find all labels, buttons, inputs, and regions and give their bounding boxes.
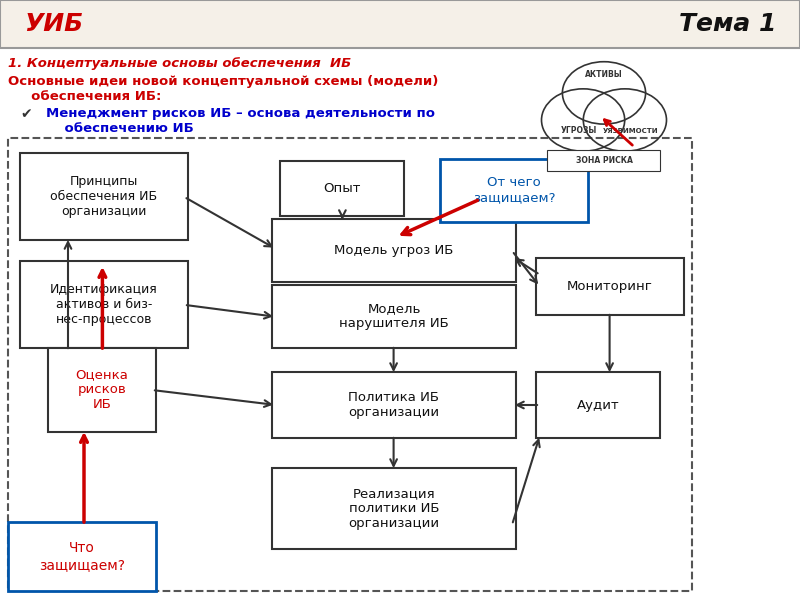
Text: Менеджмент рисков ИБ – основа деятельности по
    обеспечению ИБ: Менеджмент рисков ИБ – основа деятельнос… <box>46 107 435 135</box>
Text: Идентификация
активов и биз-
нес-процессов: Идентификация активов и биз- нес-процесс… <box>50 283 158 326</box>
Text: Аудит: Аудит <box>577 398 619 412</box>
FancyBboxPatch shape <box>536 372 660 438</box>
FancyBboxPatch shape <box>547 150 660 170</box>
Text: ✔: ✔ <box>20 107 32 121</box>
Text: Политика ИБ
организации: Политика ИБ организации <box>349 391 439 419</box>
Text: Тема 1: Тема 1 <box>678 12 776 36</box>
FancyBboxPatch shape <box>272 219 516 282</box>
Text: 1. Концептуальные основы обеспечения  ИБ: 1. Концептуальные основы обеспечения ИБ <box>8 57 351 70</box>
Text: Основные идеи новой концептуальной схемы (модели)
     обеспечения ИБ:: Основные идеи новой концептуальной схемы… <box>8 75 438 103</box>
Text: Оценка
рисков
ИБ: Оценка рисков ИБ <box>75 368 129 412</box>
FancyBboxPatch shape <box>272 372 516 438</box>
FancyBboxPatch shape <box>272 285 516 348</box>
FancyBboxPatch shape <box>536 258 684 315</box>
Text: Мониторинг: Мониторинг <box>567 280 653 293</box>
FancyBboxPatch shape <box>0 0 800 48</box>
FancyBboxPatch shape <box>440 159 588 222</box>
FancyBboxPatch shape <box>272 468 516 549</box>
FancyBboxPatch shape <box>48 348 156 432</box>
Text: От чего
защищаем?: От чего защищаем? <box>473 176 555 205</box>
Text: Опыт: Опыт <box>323 182 361 195</box>
Text: Что
защищаем?: Что защищаем? <box>39 541 125 572</box>
Text: Модель угроз ИБ: Модель угроз ИБ <box>334 244 454 257</box>
Text: УЯЗВИМОСТИ: УЯЗВИМОСТИ <box>603 128 659 134</box>
Text: УИБ: УИБ <box>24 12 83 36</box>
FancyBboxPatch shape <box>8 522 156 591</box>
Text: Модель
нарушителя ИБ: Модель нарушителя ИБ <box>339 302 449 331</box>
Text: Принципы
обеспечения ИБ
организации: Принципы обеспечения ИБ организации <box>50 175 158 218</box>
Text: Реализация
политики ИБ
организации: Реализация политики ИБ организации <box>349 487 439 530</box>
Text: УГРОЗЫ: УГРОЗЫ <box>561 127 597 136</box>
Text: АКТИВЫ: АКТИВЫ <box>585 70 623 79</box>
Text: ЗОНА РИСКА: ЗОНА РИСКА <box>575 156 633 165</box>
FancyBboxPatch shape <box>280 161 404 216</box>
FancyBboxPatch shape <box>20 261 188 348</box>
FancyBboxPatch shape <box>20 153 188 240</box>
